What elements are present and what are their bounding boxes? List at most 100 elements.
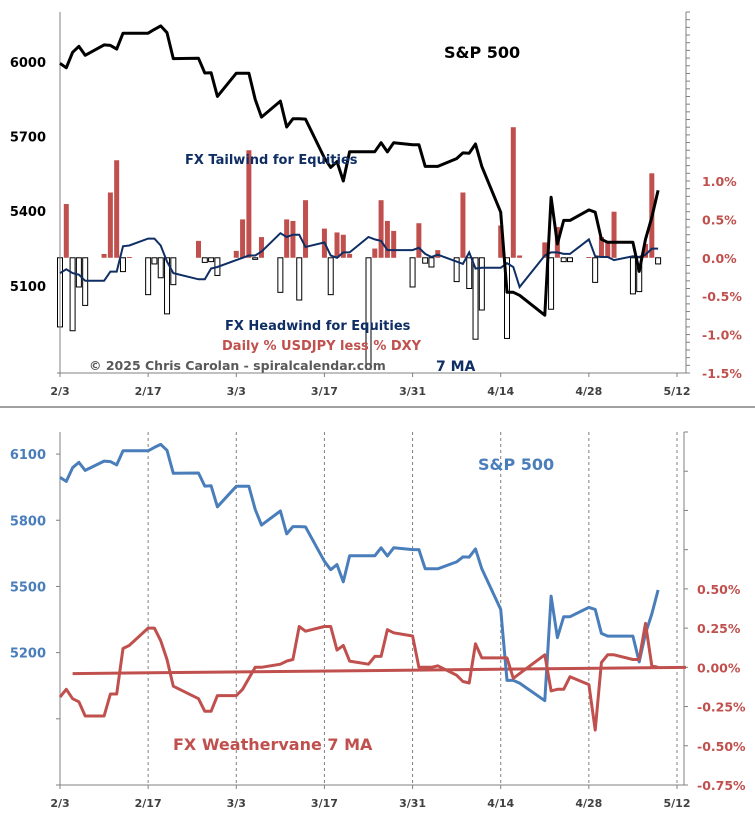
fx-bar-positive — [611, 211, 617, 258]
left-tick-label: 5800 — [10, 514, 46, 529]
fx-bar-positive — [258, 237, 264, 258]
fx-bar-negative — [296, 257, 303, 301]
fx-bar-positive — [372, 248, 378, 258]
fx-bar-positive — [542, 242, 548, 258]
left-tick-label: 6100 — [10, 448, 46, 463]
right-tick-label: 0.00% — [697, 660, 741, 675]
fx-bar-positive — [101, 253, 107, 258]
fx-bar-negative — [548, 257, 555, 310]
x-tick-label: 3/3 — [227, 385, 246, 398]
x-tick-label: 3/3 — [227, 797, 246, 810]
fx-bar-negative — [157, 257, 164, 279]
fx-bar-positive — [284, 219, 290, 258]
zero-line — [72, 665, 687, 676]
fx-bar-negative — [208, 257, 215, 263]
x-tick-label: 4/14 — [487, 385, 514, 398]
fx-bar-negative — [365, 257, 372, 370]
fx-bar-negative — [201, 257, 208, 263]
right-tick-label: 0.0% — [702, 251, 737, 266]
spx-line-top — [59, 24, 660, 317]
right-tick-label: -0.75% — [697, 778, 746, 793]
left-tick-label: 5500 — [10, 580, 46, 595]
x-tick-label: 3/17 — [311, 797, 338, 810]
headwind-label: FX Headwind for Equities — [225, 319, 411, 334]
fx-bar-positive — [605, 242, 611, 258]
right-tick-label: -1.5% — [702, 366, 742, 381]
right-tick-label: -0.50% — [697, 739, 746, 754]
fx-bar-negative — [145, 257, 152, 296]
top-axes: 6000 5700 5400 5100 1.0% 0.5% 0.0% -0.5% -1.0% -1… — [10, 11, 742, 398]
fx-bar-positive — [460, 192, 466, 258]
fx-bar-negative — [252, 257, 259, 260]
series-label: Daily % USDJPY less % DXY — [222, 339, 422, 354]
fx-bar-negative — [327, 257, 334, 296]
x-tick-label: 4/14 — [487, 797, 514, 810]
top-title: S&P 500 — [444, 43, 520, 62]
bottom-chart: 6100 5800 5500 5200 0.50% 0.25% 0.00% -0.25% -0.… — [10, 431, 746, 810]
fx-bar-positive — [498, 225, 504, 258]
fx-bar-negative — [69, 257, 76, 332]
fx-bar-positive — [126, 257, 132, 259]
left-tick-label: 6000 — [10, 56, 46, 71]
fx-bar-negative — [560, 257, 567, 263]
x-tick-label: 2/17 — [135, 385, 162, 398]
fx-bar-positive — [107, 192, 113, 258]
right-tick-label: 0.5% — [702, 212, 737, 227]
fx-bar-positive — [63, 204, 69, 258]
right-tick-label: 0.25% — [697, 621, 741, 636]
right-tick-label: -1.0% — [702, 328, 742, 343]
fx-bar-positive — [340, 234, 346, 258]
left-tick-label: 5400 — [10, 205, 46, 220]
fx-bar-positive — [334, 232, 340, 258]
fx-bar-positive — [114, 160, 120, 258]
fx-bar-negative — [472, 257, 479, 340]
fx-bar-positive — [391, 230, 397, 258]
fx-bar-positive — [643, 243, 649, 258]
left-tick-label: 5200 — [10, 647, 46, 662]
fx-bar-negative — [75, 257, 82, 288]
fx-bar-negative — [422, 257, 429, 264]
x-tick-label: 5/12 — [664, 797, 691, 810]
fx-bar-negative — [629, 257, 636, 295]
x-tick-label: 4/28 — [575, 797, 602, 810]
fx-bar-negative — [151, 257, 158, 265]
fx-bar-negative — [277, 257, 284, 293]
fx-bar-negative — [466, 257, 473, 290]
x-tick-label: 5/12 — [664, 385, 691, 398]
fx-bar-positive — [233, 250, 239, 258]
right-tick-label: -0.5% — [702, 289, 742, 304]
weathervane-line — [58, 621, 659, 732]
fx-bar-positive — [303, 200, 309, 258]
top-chart: 6000 5700 5400 5100 1.0% 0.5% 0.0% -0.5% -1.0% -1… — [10, 11, 742, 398]
fx-bar-negative — [592, 257, 599, 283]
weathervane-label: FX Weathervane 7 MA — [173, 735, 373, 754]
right-tick-label: -0.25% — [697, 700, 746, 715]
fx-bar-positive — [586, 257, 592, 259]
spx-line-bottom — [59, 442, 660, 703]
left-tick-label: 5700 — [10, 130, 46, 145]
fx-bar-positive — [598, 237, 604, 258]
right-tick-label: 0.50% — [697, 582, 741, 597]
fx-bar-negative — [655, 257, 662, 265]
x-tick-label: 3/17 — [311, 385, 338, 398]
x-tick-label: 2/3 — [50, 385, 69, 398]
left-tick-label: 5100 — [10, 280, 46, 295]
fx-7ma-line — [59, 231, 659, 290]
fx-bar-negative — [504, 257, 511, 339]
x-tick-label: 3/31 — [399, 797, 426, 810]
fx-bar-negative — [478, 257, 485, 311]
x-tick-label: 3/31 — [399, 385, 426, 398]
fx-bar-negative — [566, 257, 573, 263]
fx-bar-positive — [517, 255, 523, 258]
ma-label: 7 MA — [436, 359, 476, 375]
fx-bar-positive — [240, 219, 246, 258]
right-tick-label: 1.0% — [702, 174, 737, 189]
fx-bar-positive — [510, 127, 516, 258]
x-tick-label: 4/28 — [575, 385, 602, 398]
x-tick-label: 2/17 — [135, 797, 162, 810]
fx-bar-negative — [428, 257, 435, 268]
tailwind-label: FX Tailwind for Equities — [185, 153, 358, 168]
fx-bar-negative — [409, 257, 416, 288]
bottom-axes: 6100 5800 5500 5200 0.50% 0.25% 0.00% -0.25% -0.… — [10, 431, 746, 810]
